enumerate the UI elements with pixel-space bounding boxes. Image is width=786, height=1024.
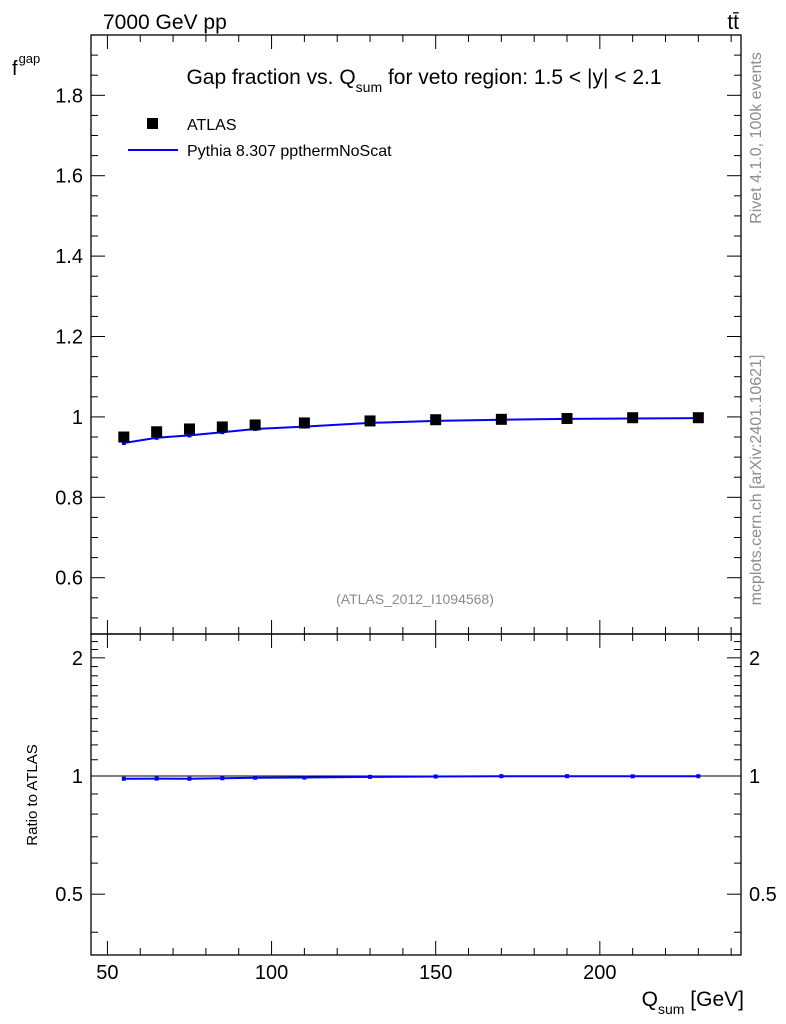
x-axis-label: Qsum [GeV] (642, 988, 744, 1017)
ratio-pythia-point (499, 774, 504, 779)
ratio-pythia-point (154, 776, 159, 781)
ratio-y-axis-label: Ratio to ATLAS (24, 744, 41, 845)
ratio-pythia-point (433, 774, 438, 779)
y-label-main: f (12, 58, 18, 80)
y-tick-label: 1.2 (55, 327, 83, 349)
atlas-data-point (216, 421, 228, 433)
x-tick-label: 100 (255, 962, 288, 984)
y-tick-label: 1.6 (55, 166, 83, 188)
title-part-pre: Gap fraction vs. Q (186, 66, 355, 89)
ratio-pythia-point (253, 775, 258, 780)
ratio-frame (90, 633, 742, 956)
title-part-post: for veto region: 1.5 < |y| < 2.1 (382, 66, 661, 89)
ratio-y-tick-label-left: 1 (72, 766, 83, 788)
atlas-data-point (692, 412, 704, 424)
pythia-series-line (123, 417, 699, 444)
pythia-point (121, 441, 126, 446)
ratio-pythia-point (696, 774, 701, 779)
y-tick-label: 1.4 (55, 246, 83, 268)
x-tick-label: 200 (583, 962, 616, 984)
legend: ATLAS Pythia 8.307 ppthermNoScat (128, 117, 392, 160)
atlas-data-point (298, 417, 310, 429)
ratio-pythia-point (302, 775, 307, 780)
title-part-sub: sum (356, 79, 382, 95)
y-tick-label: 0.6 (55, 568, 83, 590)
ratio-pythia-line (123, 775, 699, 780)
y-label-sub: gap (19, 51, 41, 66)
y-tick-label: 0.8 (55, 487, 83, 509)
legend-atlas-label: ATLAS (187, 117, 237, 134)
legend-atlas-marker (147, 118, 158, 129)
ratio-y-tick-label-left: 0.5 (55, 884, 83, 906)
atlas-data-point (627, 412, 639, 424)
atlas-data-point (151, 426, 163, 438)
mcplots-side-label: mcplots.cern.ch [arXiv:2401.10621] (748, 355, 765, 606)
x-label-main: Q (642, 988, 658, 1011)
y-tick-label: 1.8 (55, 85, 83, 107)
x-label-sub: sum (658, 1001, 684, 1017)
atlas-data-point (118, 431, 130, 443)
y-tick-label: 1 (72, 407, 83, 429)
ratio-y-tick-label-right: 0.5 (749, 884, 777, 906)
atlas-data-point (561, 413, 573, 425)
ratio-pythia-point (220, 776, 225, 781)
x-tick-label: 150 (419, 962, 452, 984)
ratio-pythia-point (565, 774, 570, 779)
main-y-axis-label: fgap (12, 51, 40, 80)
atlas-data-point (495, 413, 507, 425)
main-panel-title: Gap fraction vs. Qsum for veto region: 1… (186, 66, 661, 95)
atlas-data-point (183, 423, 195, 435)
x-tick-label: 50 (96, 962, 118, 984)
ratio-y-tick-label-left: 2 (72, 648, 83, 670)
rivet-side-label: Rivet 4.1.0, 100k events (748, 52, 765, 224)
ratio-pythia-point (121, 776, 126, 781)
ratio-panel: 50 100 150 200 0.5 0.5 1 1 2 2 (55, 633, 777, 984)
pythia-point (154, 435, 159, 440)
atlas-data-point (430, 414, 442, 426)
header-left-label: 7000 GeV pp (103, 11, 227, 34)
pythia-point (187, 433, 192, 438)
atlas-data-point (364, 415, 376, 427)
x-label-post: [GeV] (684, 988, 744, 1011)
legend-pythia-label: Pythia 8.307 ppthermNoScat (187, 143, 392, 160)
main-panel: 0.6 0.8 1 1.2 1.4 1.6 1.8 (55, 34, 742, 635)
ratio-pythia-point (187, 776, 192, 781)
ratio-pythia-point (368, 774, 373, 779)
analysis-label: (ATLAS_2012_I1094568) (336, 591, 494, 607)
ratio-pythia-point (630, 774, 635, 779)
ratio-y-tick-label-right: 1 (749, 766, 760, 788)
header-right-label: tt̄ (727, 11, 739, 34)
ratio-y-tick-label-right: 2 (749, 648, 760, 670)
atlas-data-point (249, 419, 261, 431)
